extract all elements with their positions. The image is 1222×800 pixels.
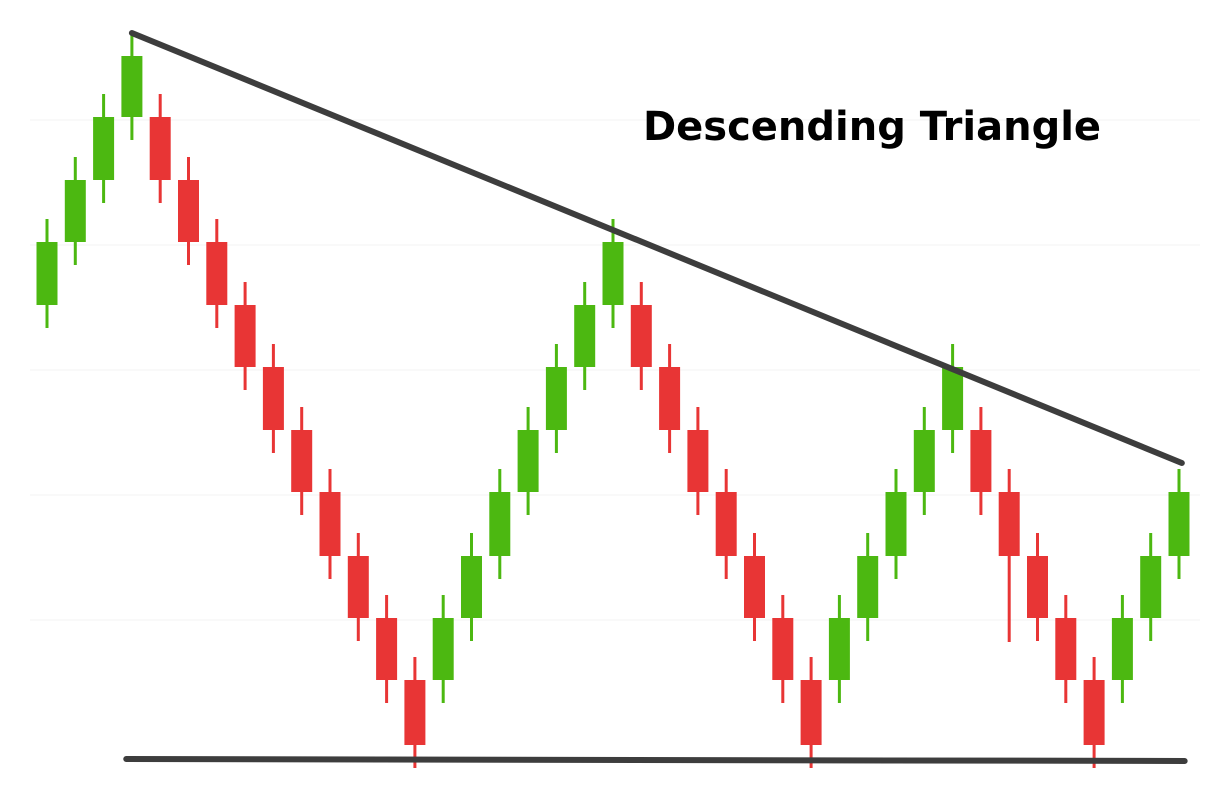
candle-body (659, 367, 681, 430)
candle-body (234, 305, 256, 367)
candle-body (998, 492, 1020, 556)
candle-body (461, 556, 482, 618)
chart-title: Descending Triangle (643, 104, 1101, 150)
candle-body (942, 367, 964, 430)
candle-body (744, 556, 765, 618)
candle-body (149, 117, 171, 180)
candle-body (630, 305, 652, 367)
candle-body (545, 367, 567, 430)
candle-body (715, 492, 737, 556)
candle-body (1055, 618, 1077, 680)
candle-body (347, 556, 369, 618)
candle-body (913, 430, 935, 492)
candle-body (262, 367, 284, 430)
candle-body (319, 492, 341, 556)
candle-body (178, 180, 199, 242)
candle-body (517, 430, 539, 492)
candle-body (489, 492, 511, 556)
background-grid (30, 119, 1200, 621)
candle-body (885, 492, 907, 556)
candle-body (857, 556, 879, 618)
candle-body (432, 618, 454, 680)
candle-body (574, 305, 596, 367)
candle-body (687, 430, 709, 492)
candle-body (1140, 556, 1162, 618)
candle-body (36, 242, 58, 305)
candle-body (1083, 680, 1105, 745)
candle-body (376, 618, 398, 680)
candles (36, 33, 1190, 768)
trend-line (128, 30, 1185, 466)
candle-body (602, 242, 624, 305)
candle-body (206, 242, 228, 305)
candle-body (1111, 618, 1133, 680)
candle-body (404, 680, 426, 745)
candle-body (970, 430, 992, 492)
candle-body (64, 180, 86, 242)
candle-body (828, 618, 850, 680)
candle-body (93, 117, 115, 180)
candle-body (772, 618, 794, 680)
candle-body (121, 56, 143, 117)
candle-body (291, 430, 313, 492)
candle-body (1027, 556, 1048, 618)
candle-body (1168, 492, 1190, 556)
trend-line (123, 756, 1188, 764)
candle-body (800, 680, 822, 745)
